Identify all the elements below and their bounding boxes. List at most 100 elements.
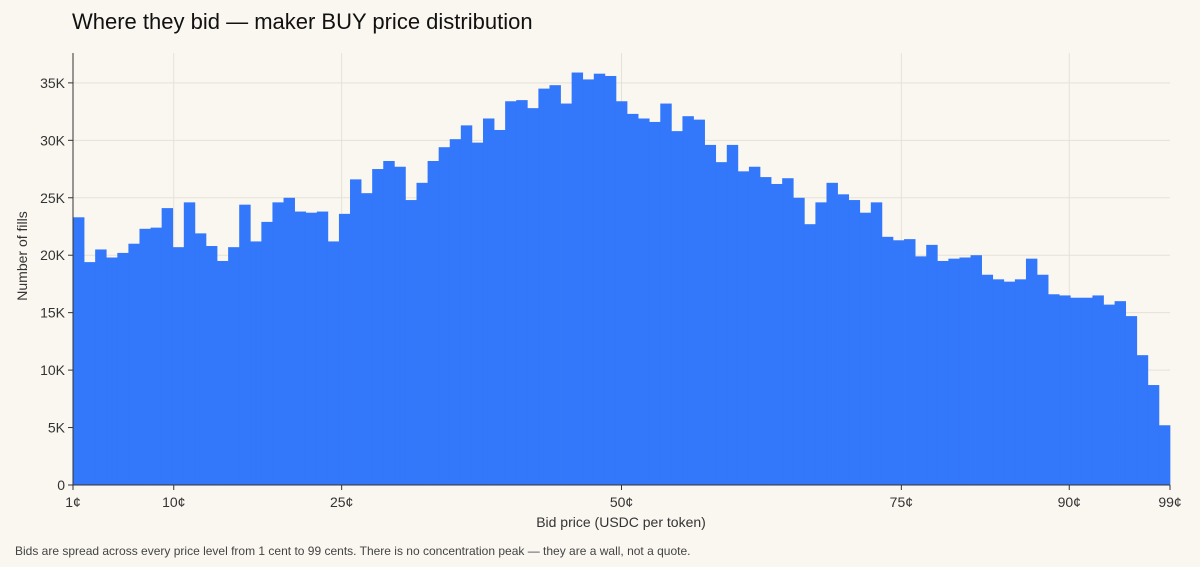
histogram-bar: [837, 194, 850, 485]
histogram-bar: [582, 79, 595, 486]
histogram-bar: [1136, 355, 1149, 485]
histogram-bar: [1059, 295, 1071, 485]
x-tick-label: 1¢: [65, 494, 81, 510]
histogram-bar: [859, 212, 872, 485]
histogram-bar: [172, 247, 185, 485]
histogram-bar: [449, 139, 462, 486]
histogram-bar: [494, 129, 506, 486]
histogram-bar: [538, 88, 550, 486]
y-tick-label: 20K: [40, 247, 66, 263]
histogram-bar: [959, 257, 971, 485]
histogram-bar: [604, 75, 617, 485]
histogram-bar: [316, 211, 329, 486]
x-tick-label: 99¢: [1158, 494, 1181, 510]
histogram-bar: [970, 255, 982, 485]
histogram-bar: [892, 240, 905, 485]
histogram-bar: [283, 197, 295, 485]
y-tick-label: 25K: [40, 190, 66, 206]
histogram-bar: [1014, 279, 1027, 485]
y-ticks: 0 5K 10K 15K 20K 25K 30K 35K: [40, 75, 73, 493]
histogram-bar: [1003, 281, 1016, 485]
histogram-bar: [150, 227, 162, 485]
histogram-bar: [305, 212, 318, 485]
histogram-bar: [272, 202, 284, 486]
histogram-bar: [715, 162, 728, 485]
histogram-bar: [73, 217, 85, 486]
histogram-bar: [416, 182, 428, 485]
histogram-bar: [1092, 295, 1104, 485]
histogram-bar: [826, 182, 838, 485]
histogram-bar: [771, 183, 783, 486]
histogram-bar: [117, 252, 129, 485]
histogram-bar: [183, 202, 196, 486]
x-tick-label: 50¢: [610, 494, 633, 510]
histogram-bar: [904, 239, 916, 485]
histogram-bar: [350, 179, 362, 485]
histogram-bar: [1048, 294, 1060, 485]
histogram-bar: [128, 243, 140, 485]
histogram-bar: [438, 147, 451, 485]
histogram-bar: [1158, 425, 1171, 485]
histogram-bars: [73, 72, 1171, 486]
histogram-bar: [95, 249, 107, 485]
histogram-bar: [217, 260, 229, 485]
histogram-bar: [482, 118, 495, 486]
y-tick-label: 5K: [48, 420, 66, 436]
histogram-bar: [1081, 297, 1093, 485]
histogram-bar: [383, 161, 395, 485]
y-tick-label: 0: [57, 477, 65, 493]
histogram-bar: [760, 177, 772, 485]
histogram-bar: [649, 121, 661, 485]
histogram-bar: [560, 103, 572, 486]
histogram-bar: [1103, 304, 1115, 485]
histogram-bar: [948, 258, 960, 485]
histogram-bar: [992, 279, 1005, 485]
histogram-bar: [793, 197, 805, 485]
histogram-bar: [549, 85, 561, 486]
y-tick-label: 15K: [40, 305, 66, 321]
histogram-bar: [615, 101, 628, 485]
histogram-bar: [261, 221, 273, 485]
x-tick-label: 25¢: [330, 494, 353, 510]
footnote: Bids are spread across every price level…: [15, 544, 691, 558]
x-tick-label: 90¢: [1058, 494, 1081, 510]
histogram-bar: [1114, 301, 1127, 485]
histogram-bar: [748, 166, 761, 486]
histogram-bar: [881, 236, 894, 485]
histogram-bar: [361, 193, 373, 486]
histogram-bar: [338, 213, 351, 485]
histogram-bar: [228, 247, 240, 485]
histogram-bar: [372, 169, 384, 486]
histogram-bar: [627, 113, 639, 485]
histogram-bar: [1147, 385, 1160, 485]
histogram-bar: [250, 241, 262, 485]
x-tick-label: 10¢: [162, 494, 185, 510]
histogram-bar: [704, 144, 717, 485]
histogram-bar: [937, 260, 949, 485]
histogram-bar: [682, 116, 694, 485]
histogram-bar: [737, 171, 750, 485]
x-tick-label: 75¢: [890, 494, 913, 510]
histogram-bar: [460, 125, 473, 485]
y-tick-label: 35K: [40, 75, 66, 91]
histogram-bar: [726, 144, 739, 485]
histogram-bar: [205, 246, 218, 485]
histogram-bar: [693, 119, 705, 485]
histogram-bar: [239, 204, 251, 485]
histogram-bar: [638, 118, 650, 486]
histogram-bar: [1125, 316, 1138, 485]
x-axis-label: Bid price (USDC per token): [536, 514, 706, 530]
x-ticks: 1¢ 10¢ 25¢ 50¢ 75¢ 90¢ 99¢: [65, 485, 1182, 510]
histogram-bar: [1070, 297, 1082, 485]
histogram-bar: [194, 233, 207, 485]
histogram-bar: [405, 200, 417, 485]
histogram-bar: [327, 241, 340, 485]
histogram-bar: [915, 256, 927, 485]
histogram-bar: [981, 274, 994, 485]
y-axis-label: Number of fills: [14, 211, 30, 300]
histogram-bar: [660, 103, 672, 486]
histogram-bar: [870, 202, 883, 486]
histogram-bar: [1037, 274, 1049, 485]
histogram-bar: [671, 131, 683, 485]
histogram-bar: [926, 244, 938, 485]
